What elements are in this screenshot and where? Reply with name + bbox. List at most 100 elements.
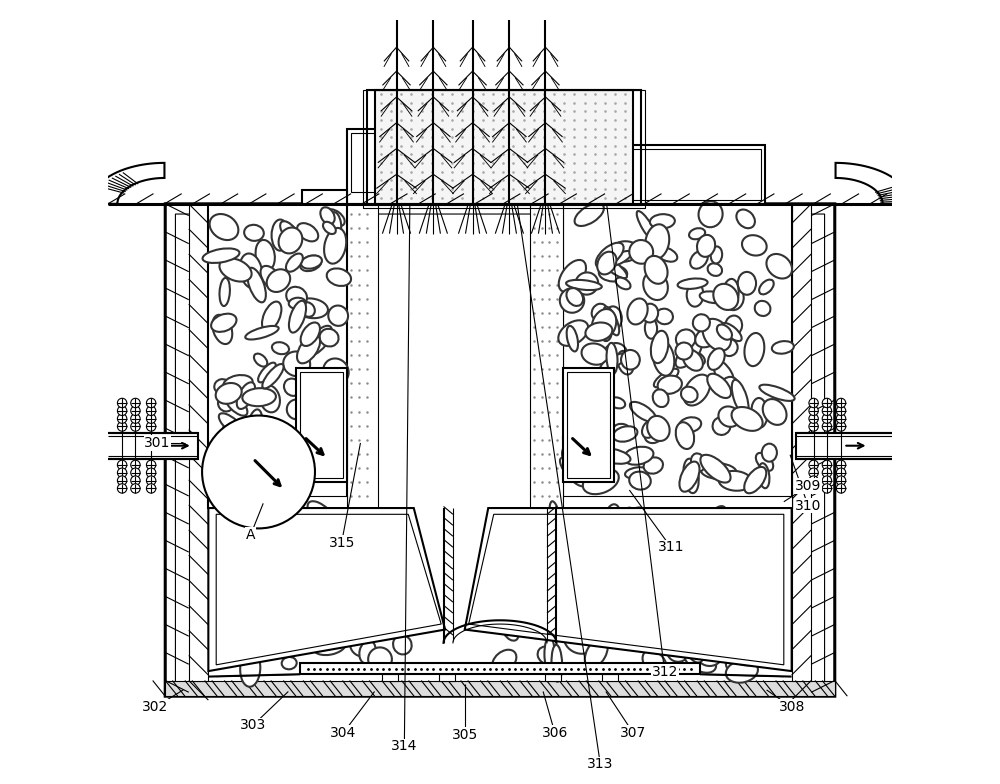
Ellipse shape <box>612 424 632 441</box>
Text: 303: 303 <box>240 718 266 732</box>
Ellipse shape <box>223 375 253 393</box>
Ellipse shape <box>284 379 301 396</box>
Ellipse shape <box>697 643 723 666</box>
Ellipse shape <box>676 329 695 349</box>
Ellipse shape <box>242 388 276 406</box>
Ellipse shape <box>320 328 339 347</box>
Ellipse shape <box>272 342 289 354</box>
Ellipse shape <box>562 456 595 470</box>
Ellipse shape <box>346 543 365 558</box>
Ellipse shape <box>279 469 303 493</box>
Bar <box>792 204 811 681</box>
Ellipse shape <box>762 444 777 462</box>
Ellipse shape <box>313 637 346 655</box>
Ellipse shape <box>699 201 723 227</box>
Ellipse shape <box>321 415 338 434</box>
Text: 304: 304 <box>330 726 356 740</box>
Ellipse shape <box>722 323 742 341</box>
Ellipse shape <box>627 592 643 623</box>
Ellipse shape <box>300 256 321 271</box>
Ellipse shape <box>737 654 765 666</box>
Ellipse shape <box>656 309 673 325</box>
Ellipse shape <box>687 283 703 307</box>
Ellipse shape <box>637 211 657 242</box>
Ellipse shape <box>643 271 668 300</box>
Ellipse shape <box>237 594 257 630</box>
Ellipse shape <box>240 650 260 687</box>
Ellipse shape <box>621 350 640 369</box>
Ellipse shape <box>600 256 627 278</box>
Ellipse shape <box>630 402 656 422</box>
Ellipse shape <box>289 298 306 309</box>
Ellipse shape <box>327 268 351 286</box>
Ellipse shape <box>339 604 355 637</box>
Bar <box>602 674 618 681</box>
Ellipse shape <box>574 596 596 615</box>
Ellipse shape <box>616 278 631 289</box>
Ellipse shape <box>320 440 346 470</box>
Ellipse shape <box>718 406 740 426</box>
Ellipse shape <box>291 530 303 544</box>
Ellipse shape <box>755 510 785 537</box>
Ellipse shape <box>676 423 694 449</box>
Ellipse shape <box>691 453 705 471</box>
Ellipse shape <box>642 303 658 322</box>
Text: A: A <box>246 528 255 542</box>
Ellipse shape <box>655 599 682 623</box>
Circle shape <box>822 484 832 493</box>
Ellipse shape <box>247 268 266 303</box>
Circle shape <box>202 416 315 528</box>
Ellipse shape <box>629 471 651 490</box>
Ellipse shape <box>759 280 774 294</box>
Ellipse shape <box>724 287 744 310</box>
Ellipse shape <box>214 379 230 394</box>
Ellipse shape <box>695 327 720 347</box>
Ellipse shape <box>568 523 582 539</box>
Bar <box>351 133 418 192</box>
Ellipse shape <box>592 303 607 321</box>
Circle shape <box>146 476 156 485</box>
Ellipse shape <box>600 321 612 341</box>
Ellipse shape <box>625 467 649 478</box>
Ellipse shape <box>688 575 710 598</box>
Ellipse shape <box>387 521 410 540</box>
Text: 306: 306 <box>542 726 568 740</box>
Bar <box>382 674 398 681</box>
Ellipse shape <box>684 375 710 405</box>
Ellipse shape <box>388 550 402 573</box>
Ellipse shape <box>644 457 663 474</box>
Ellipse shape <box>279 227 302 253</box>
Ellipse shape <box>311 430 331 447</box>
Circle shape <box>131 460 140 470</box>
Ellipse shape <box>286 472 303 487</box>
Ellipse shape <box>699 627 730 640</box>
Bar <box>165 681 835 696</box>
Ellipse shape <box>701 463 737 479</box>
Ellipse shape <box>653 390 669 407</box>
Bar <box>302 190 347 204</box>
Polygon shape <box>836 163 910 204</box>
Circle shape <box>822 476 832 485</box>
Ellipse shape <box>249 608 267 629</box>
Circle shape <box>117 398 127 408</box>
Circle shape <box>117 468 127 477</box>
Circle shape <box>117 484 127 493</box>
Ellipse shape <box>548 602 570 621</box>
Ellipse shape <box>210 214 238 240</box>
Circle shape <box>822 422 832 431</box>
Ellipse shape <box>619 588 636 601</box>
Ellipse shape <box>252 626 279 654</box>
Ellipse shape <box>654 368 679 387</box>
Ellipse shape <box>311 539 339 562</box>
FancyBboxPatch shape <box>165 204 835 696</box>
Ellipse shape <box>212 314 232 344</box>
Ellipse shape <box>211 466 233 493</box>
Ellipse shape <box>684 632 704 662</box>
Ellipse shape <box>759 612 781 641</box>
Ellipse shape <box>608 251 631 266</box>
Ellipse shape <box>607 604 633 631</box>
Ellipse shape <box>654 551 680 578</box>
Ellipse shape <box>599 265 627 281</box>
Ellipse shape <box>756 453 773 471</box>
Circle shape <box>836 422 846 431</box>
